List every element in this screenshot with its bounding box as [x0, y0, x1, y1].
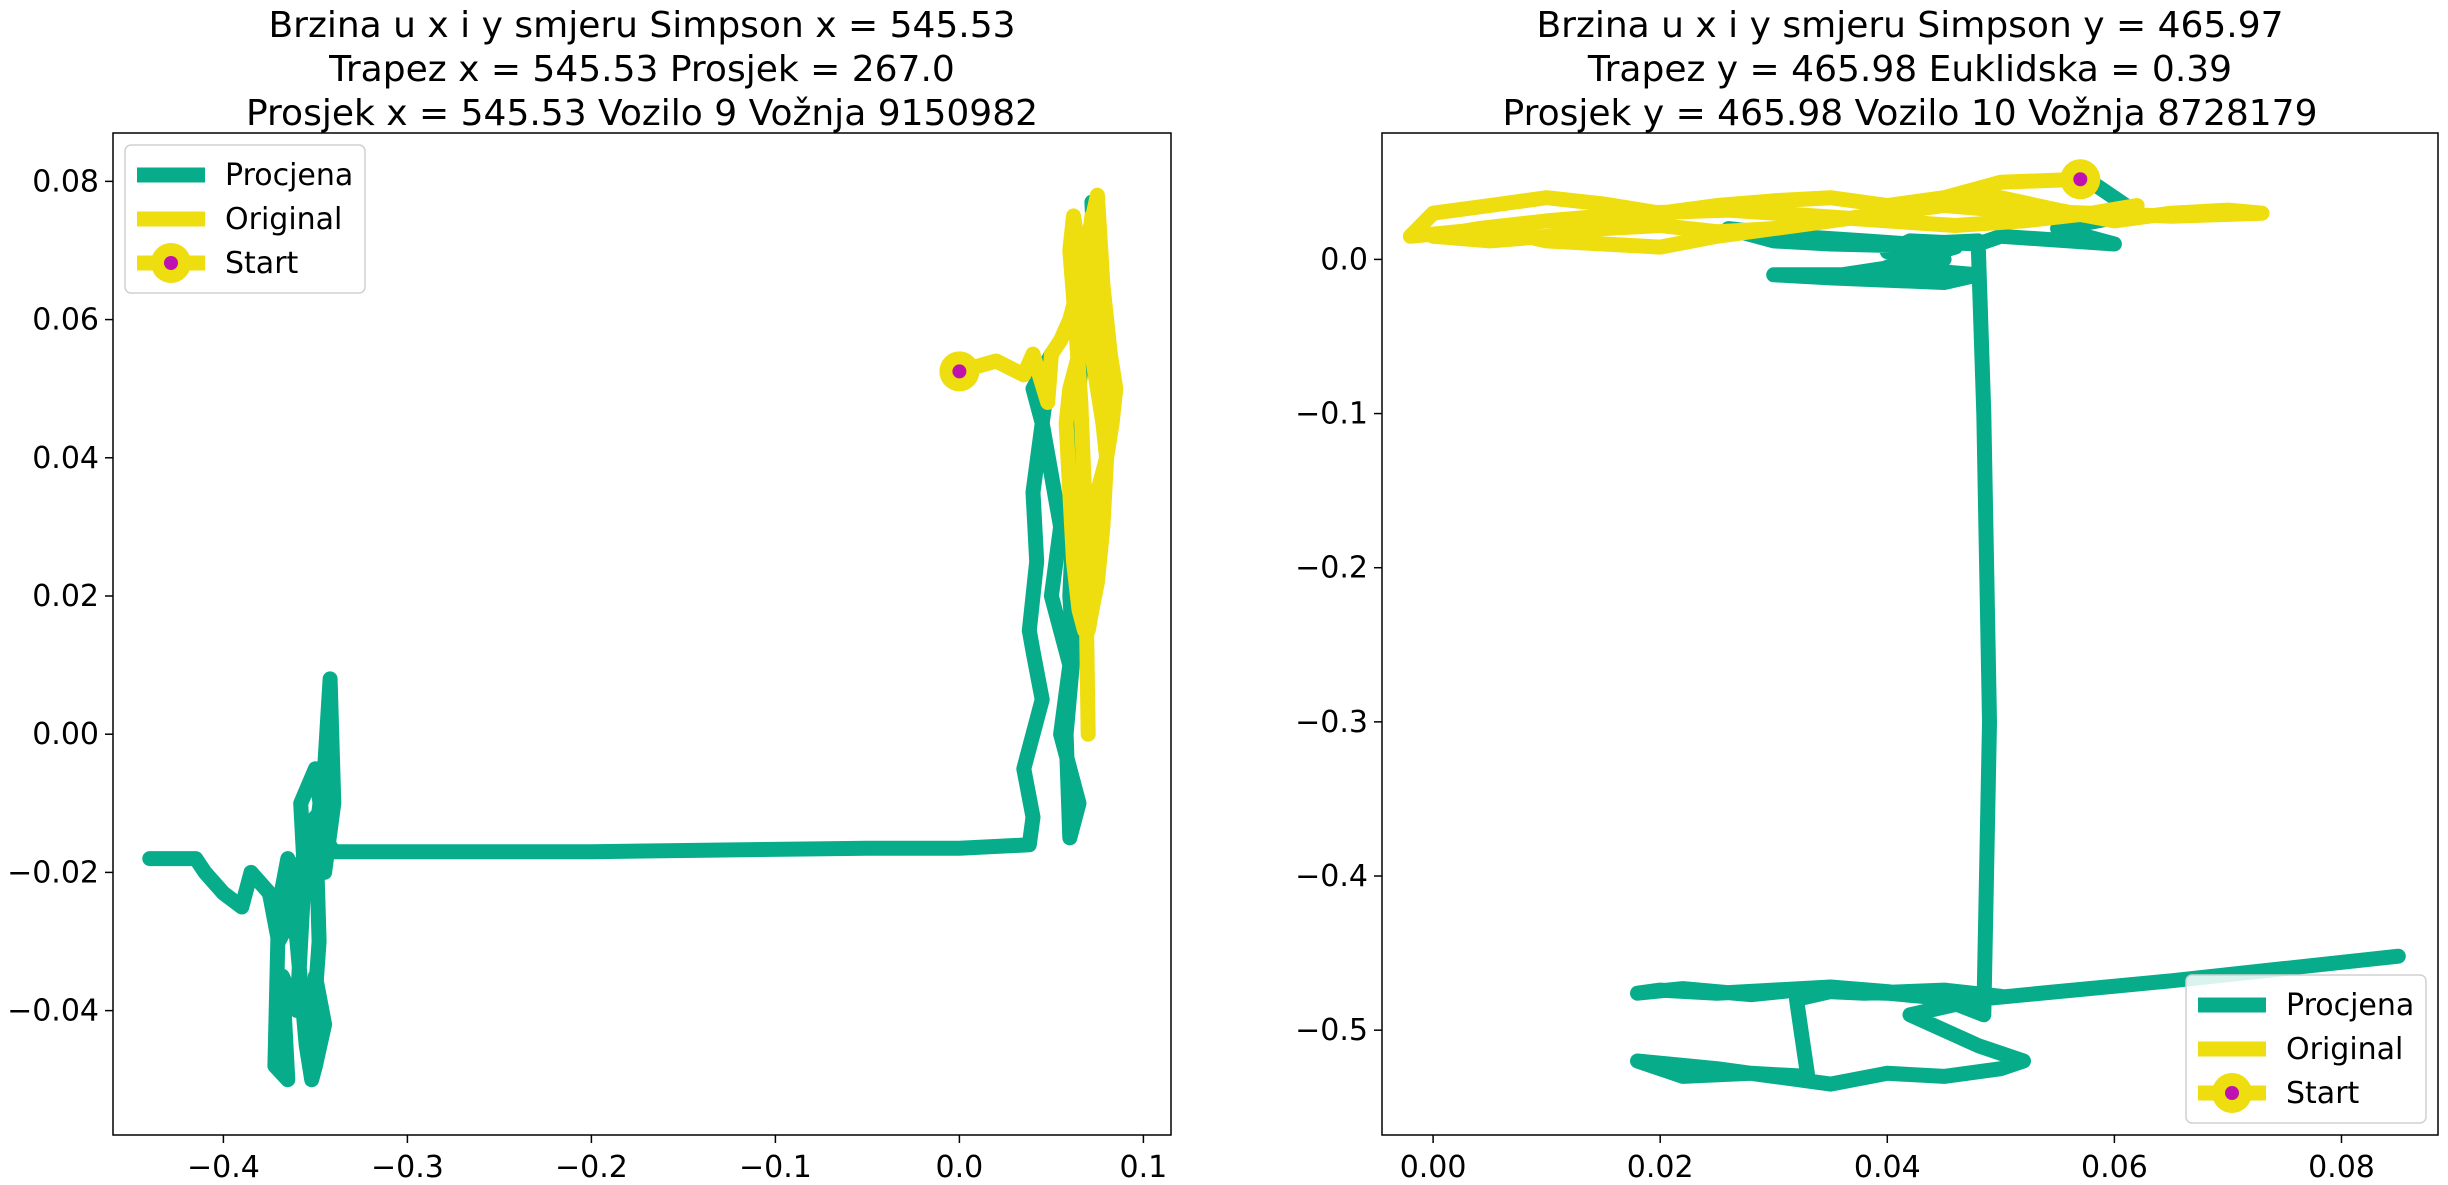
legend-label-original: Original — [2286, 1032, 2403, 1067]
plot-left-frame — [112, 132, 1172, 1136]
x-tick-label: 0.08 — [2308, 1150, 2375, 1185]
x-tick-label: 0.04 — [1854, 1150, 1921, 1185]
legend-label-procjena: Procjena — [225, 158, 353, 193]
y-tick-label: −0.02 — [7, 855, 99, 890]
x-tick-label: 0.00 — [1400, 1150, 1467, 1185]
y-tick-label: −0.04 — [7, 994, 99, 1029]
series-procjena-line — [142, 194, 1105, 1088]
x-tick-label: 0.1 — [1120, 1150, 1168, 1185]
legend-right: Procjena Original Start — [2185, 974, 2427, 1124]
chart-title-right-line-3: Prosjek y = 465.98 Vozilo 10 Vožnja 8728… — [1502, 93, 2318, 134]
legend-label-original: Original — [225, 202, 342, 237]
y-tick-label: −0.2 — [1295, 551, 1368, 586]
x-tick-label: 0.06 — [2081, 1150, 2148, 1185]
y-tick-label: 0.08 — [32, 164, 99, 199]
chart-title-right-line-2: Trapez y = 465.98 Euklidska = 0.39 — [1587, 49, 2233, 90]
y-tick-label: 0.0 — [1320, 242, 1368, 277]
x-tick-label: −0.4 — [187, 1150, 260, 1185]
legend-start-dot — [2225, 1086, 2239, 1100]
series-original-line — [1402, 171, 2270, 255]
start-marker-dot — [952, 364, 967, 379]
chart-title-left-line-2: Trapez x = 545.53 Prosjek = 267.0 — [329, 49, 955, 90]
chart-title-left: Brzina u x i y smjeru Simpson x = 545.53… — [112, 4, 1172, 136]
x-tick-label: −0.2 — [555, 1150, 628, 1185]
chart-title-right-line-1: Brzina u x i y smjeru Simpson y = 465.97 — [1536, 5, 2284, 46]
y-tick-label: 0.00 — [32, 717, 99, 752]
plot-right-frame — [1381, 132, 2439, 1136]
series-original-line — [951, 187, 1124, 742]
x-tick-label: 0.02 — [1627, 1150, 1694, 1185]
y-tick-label: −0.3 — [1295, 705, 1368, 740]
legend-label-start: Start — [225, 246, 299, 281]
start-marker-dot — [2073, 172, 2088, 187]
plot-right-lines — [1402, 159, 2406, 1092]
series-procjena-line — [1630, 174, 2406, 1092]
y-tick-label: −0.5 — [1295, 1013, 1368, 1048]
legend-left: Procjena Original Start — [124, 144, 366, 294]
x-tick-label: −0.3 — [371, 1150, 444, 1185]
chart-title-left-line-3: Prosjek x = 545.53 Vozilo 9 Vožnja 91509… — [245, 93, 1039, 134]
plot-left: −0.4 −0.3 −0.2 −0.1 0.0 0.1 −0.04 −0.02 0.00 0.02… — [7, 132, 1172, 1185]
plot-right: 0.00 0.02 0.04 0.06 0.08 −0.5 −0.4 −0.3 −0.2 −0.1… — [1295, 132, 2439, 1185]
x-tick-label: −0.1 — [739, 1150, 812, 1185]
chart-title-right: Brzina u x i y smjeru Simpson y = 465.97… — [1382, 4, 2438, 136]
y-tick-label: −0.1 — [1295, 397, 1368, 432]
y-tick-label: 0.04 — [32, 441, 99, 476]
y-tick-label: 0.02 — [32, 579, 99, 614]
plot-left-lines — [142, 187, 1124, 1088]
legend-label-procjena: Procjena — [2286, 988, 2414, 1023]
y-tick-label: −0.4 — [1295, 859, 1368, 894]
legend-start-dot — [164, 256, 178, 270]
y-tick-label: 0.06 — [32, 303, 99, 338]
chart-title-left-line-1: Brzina u x i y smjeru Simpson x = 545.53 — [268, 5, 1016, 46]
legend-label-start: Start — [2286, 1076, 2360, 1111]
x-tick-label: 0.0 — [936, 1150, 984, 1185]
